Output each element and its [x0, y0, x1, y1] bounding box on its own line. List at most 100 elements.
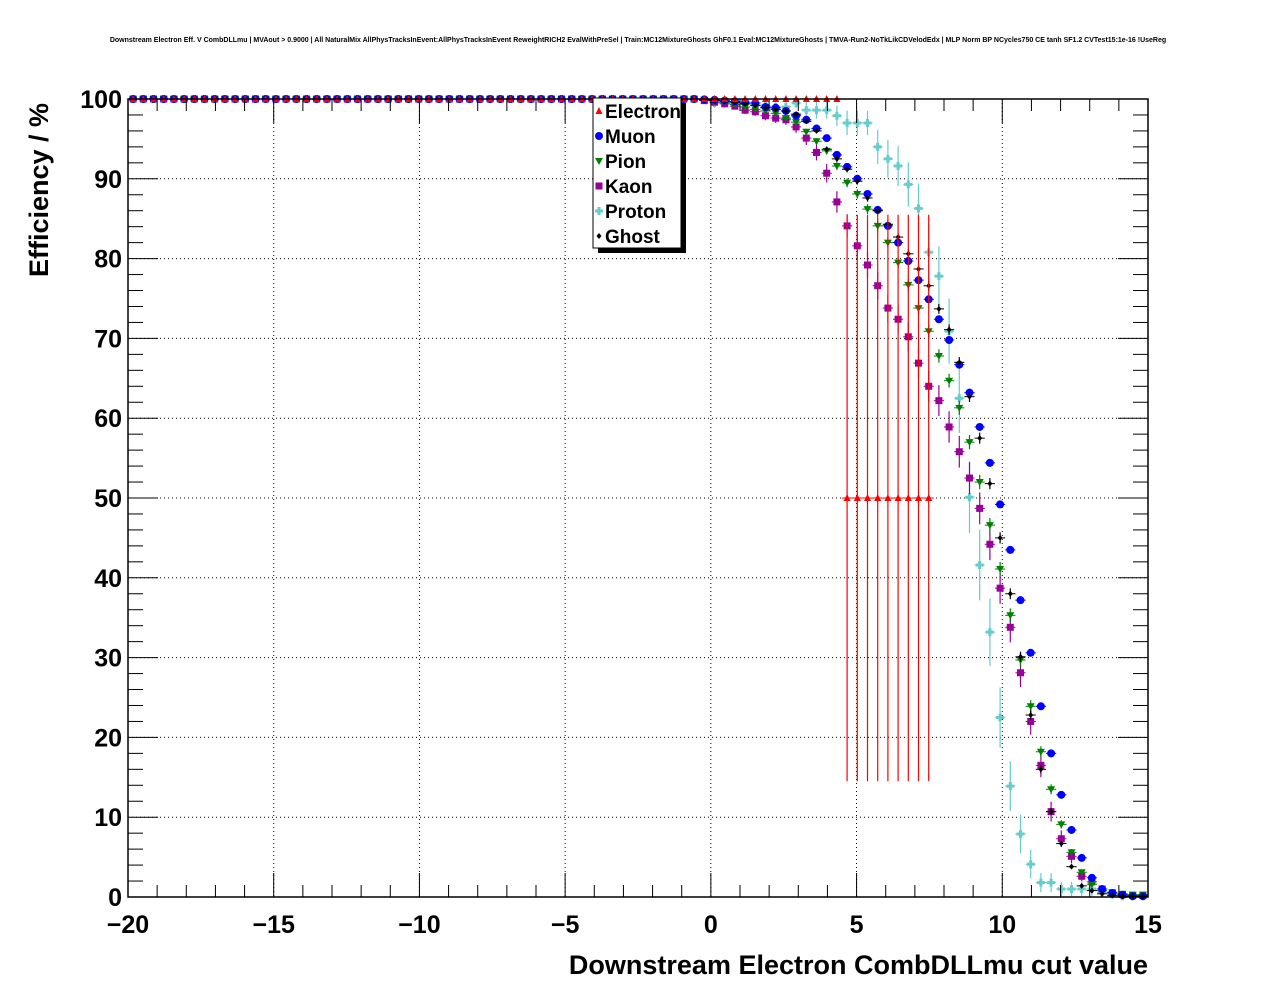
- data-point-proton: [1026, 860, 1035, 869]
- data-point-electron: [843, 494, 851, 501]
- data-point-pion: [802, 128, 811, 136]
- legend-label: Muon: [605, 127, 656, 148]
- data-point-proton: [792, 98, 801, 107]
- data-point-pion: [792, 119, 801, 127]
- data-point-kaon: [945, 423, 953, 431]
- legend-marker-pion: [595, 158, 603, 165]
- data-point-proton: [965, 493, 974, 502]
- data-point-ghost: [936, 305, 942, 312]
- data-point-electron: [864, 494, 871, 501]
- data-point-proton: [1047, 878, 1056, 887]
- legend-marker-muon: [595, 132, 603, 140]
- data-point-muon: [1036, 702, 1045, 711]
- data-point-ghost: [875, 207, 881, 214]
- data-point-proton: [894, 162, 903, 171]
- data-point-ghost: [956, 359, 962, 366]
- legend-marker-ghost: [596, 233, 602, 239]
- data-point-proton: [985, 628, 994, 637]
- data-point-kaon: [813, 148, 820, 156]
- y-tick-label: 80: [94, 246, 122, 274]
- y-tick-label: 20: [94, 724, 122, 752]
- data-point-electron: [915, 494, 922, 501]
- data-point-pion: [1026, 703, 1035, 711]
- y-tick-label: 100: [80, 86, 122, 114]
- data-point-electron: [925, 494, 933, 501]
- data-point-kaon: [935, 397, 943, 405]
- data-point-kaon: [986, 540, 994, 548]
- data-point-proton: [975, 561, 984, 570]
- data-point-electron: [874, 494, 882, 501]
- data-point-ghost: [1069, 863, 1074, 870]
- x-tick-label: 15: [1134, 911, 1162, 939]
- legend-marker-proton: [595, 207, 603, 215]
- data-point-muon: [1026, 648, 1035, 657]
- data-point-kaon: [833, 198, 841, 206]
- data-point-proton: [802, 106, 811, 115]
- y-tick-label: 90: [94, 166, 122, 194]
- data-point-muon: [1006, 545, 1015, 554]
- legend: Electron Muon Pion Kaon Proton Ghost: [592, 97, 686, 253]
- data-point-electron: [894, 494, 902, 501]
- data-point-ghost: [1099, 890, 1105, 897]
- data-point-proton: [863, 118, 872, 127]
- data-point-kaon: [772, 114, 780, 122]
- data-point-muon: [1047, 749, 1056, 758]
- data-point-proton: [1057, 885, 1066, 894]
- data-point-pion: [1047, 786, 1056, 794]
- data-point-ghost: [1089, 887, 1095, 894]
- chart-title: Downstream Electron Eff. V CombDLLmu | M…: [110, 37, 1166, 44]
- data-point-pion: [1057, 821, 1066, 829]
- data-point-ghost: [1007, 590, 1013, 597]
- data-point-ghost: [1048, 808, 1054, 815]
- x-tick-label: −20: [107, 911, 149, 939]
- y-tick-label: 30: [94, 645, 122, 673]
- data-point-muon: [1057, 790, 1066, 799]
- data-point-ghost: [854, 178, 860, 185]
- data-point-proton: [1006, 782, 1015, 791]
- data-point-pion: [812, 138, 821, 146]
- x-tick-label: −5: [551, 911, 580, 939]
- data-point-ghost: [814, 127, 819, 134]
- data-point-proton: [1067, 885, 1076, 894]
- data-point-ghost: [834, 155, 840, 162]
- data-point-muon: [1098, 885, 1107, 894]
- data-point-muon: [1016, 596, 1025, 605]
- data-point-muon: [996, 500, 1005, 509]
- y-axis-title: Efficiency / %: [24, 103, 54, 277]
- data-point-pion: [863, 206, 872, 214]
- legend-entry-muon: Muon: [595, 127, 656, 148]
- data-point-kaon: [802, 134, 810, 142]
- data-point-pion: [1087, 881, 1096, 889]
- y-tick-labels: 0 10 20 30 40 50 60 70 80 90 100: [80, 86, 122, 912]
- x-tick-label: 5: [850, 911, 864, 939]
- series-electron: [128, 95, 934, 782]
- x-tick-label: −10: [398, 911, 440, 939]
- axis-ticks: [127, 98, 1149, 898]
- legend-box: [592, 97, 682, 249]
- legend-entry-ghost: Ghost: [596, 227, 661, 248]
- data-point-pion: [996, 566, 1005, 574]
- data-point-ghost: [783, 107, 789, 114]
- data-point-pion: [843, 179, 852, 187]
- data-point-muon: [934, 315, 943, 324]
- data-point-ghost: [793, 111, 799, 118]
- data-point-ghost: [997, 534, 1003, 541]
- data-point-pion: [945, 377, 954, 385]
- data-point-kaon: [1027, 717, 1035, 725]
- data-point-muon: [832, 150, 841, 159]
- y-tick-label: 70: [94, 325, 122, 353]
- data-point-ghost: [1058, 840, 1064, 847]
- data-point-ghost: [865, 194, 870, 201]
- y-tick-label: 10: [94, 804, 122, 832]
- x-axis-title: Downstream Electron CombDLLmu cut value: [569, 950, 1148, 980]
- data-point-electron: [904, 494, 912, 501]
- y-tick-label: 50: [94, 485, 122, 513]
- x-tick-label: 10: [988, 911, 1016, 939]
- data-point-kaon: [823, 169, 831, 177]
- data-point-muon: [1087, 873, 1096, 882]
- data-point-ghost: [1038, 766, 1044, 773]
- data-point-pion: [741, 103, 750, 111]
- data-point-proton: [1016, 829, 1025, 838]
- data-point-pion: [985, 522, 994, 530]
